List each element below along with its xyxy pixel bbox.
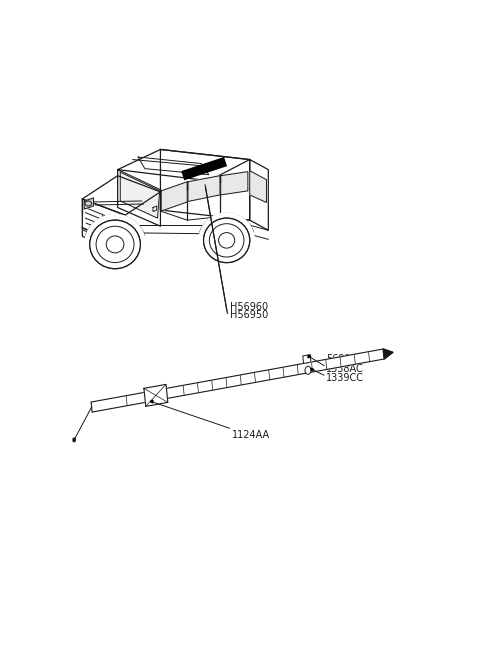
Ellipse shape <box>204 218 250 262</box>
Polygon shape <box>91 349 384 412</box>
Polygon shape <box>383 349 393 359</box>
Ellipse shape <box>90 220 140 269</box>
Polygon shape <box>120 172 160 218</box>
Polygon shape <box>84 198 94 209</box>
Text: H56960: H56960 <box>230 302 268 312</box>
Polygon shape <box>221 172 248 195</box>
Polygon shape <box>153 206 156 212</box>
Ellipse shape <box>204 218 250 262</box>
Text: 1338AC: 1338AC <box>326 364 364 374</box>
Text: 56991B: 56991B <box>326 354 363 364</box>
Polygon shape <box>118 170 160 226</box>
Polygon shape <box>188 176 220 201</box>
Text: 1339CC: 1339CC <box>326 373 364 383</box>
Ellipse shape <box>199 213 255 266</box>
Polygon shape <box>83 199 125 247</box>
Polygon shape <box>83 176 160 215</box>
Polygon shape <box>144 384 168 407</box>
Polygon shape <box>250 159 268 230</box>
Circle shape <box>305 366 311 375</box>
Ellipse shape <box>84 214 146 273</box>
Polygon shape <box>303 355 311 363</box>
Polygon shape <box>250 171 266 203</box>
Ellipse shape <box>90 220 140 269</box>
Text: 1124AA: 1124AA <box>232 430 270 440</box>
Polygon shape <box>160 150 250 220</box>
Polygon shape <box>118 150 250 181</box>
Text: H56950: H56950 <box>230 310 269 320</box>
Circle shape <box>72 438 76 442</box>
Polygon shape <box>161 182 187 211</box>
Polygon shape <box>83 228 125 255</box>
